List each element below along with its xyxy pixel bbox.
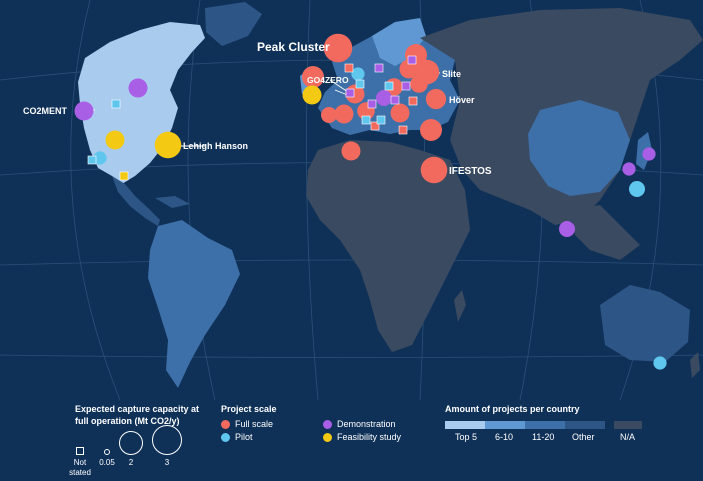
demonstration-swatch <box>323 420 332 429</box>
scale-title: Project scale <box>221 404 277 414</box>
demonstration-marker <box>128 78 148 98</box>
capacity-title-line1: Expected capture capacity at <box>75 404 200 414</box>
swatch-other <box>565 421 605 429</box>
capacity-ring-3 <box>152 425 182 455</box>
pilot-square-marker <box>87 155 97 165</box>
legend: Expected capture capacity at full operat… <box>0 395 703 481</box>
greenland <box>205 2 262 46</box>
africa <box>306 140 470 352</box>
southeast-asia <box>570 205 640 260</box>
pilot-marker <box>653 356 667 370</box>
demonstration-square-marker <box>367 99 377 109</box>
south-america <box>148 220 240 388</box>
demonstration-marker <box>642 147 656 161</box>
capacity-title-line2: full operation (Mt CO2/y) <box>75 416 180 426</box>
full-scale-marker <box>302 66 324 88</box>
full-scale-marker <box>420 156 448 184</box>
not-stated-label-1: Not <box>73 458 87 467</box>
amount-title: Amount of projects per country <box>445 404 580 414</box>
caribbean <box>155 196 190 208</box>
project-markers <box>74 33 667 370</box>
demonstration-square-marker <box>374 63 384 73</box>
feasibility-label: Feasibility study <box>337 432 402 442</box>
pilot-square-marker <box>355 79 365 89</box>
full-scale-marker <box>323 33 353 63</box>
label-ifestos: IFESTOS <box>449 166 492 177</box>
new-zealand <box>690 352 700 378</box>
full-scale-marker <box>321 107 337 123</box>
label-lehigh-hanson: Lehigh Hanson <box>183 141 248 151</box>
full-scale-marker <box>410 75 428 93</box>
demonstration-square-marker <box>407 55 417 65</box>
swatch-na <box>614 421 642 429</box>
full-scale-marker <box>334 104 354 124</box>
capacity-ring-005 <box>104 449 110 455</box>
demonstration-marker <box>559 221 575 237</box>
full-scale-marker <box>420 119 442 141</box>
full-scale-square-marker <box>344 63 354 73</box>
feasibility-marker <box>154 131 182 159</box>
pilot-square-marker <box>361 115 371 125</box>
label-other: Other <box>572 432 595 442</box>
swatch-11-20 <box>525 421 565 429</box>
label-go4zero: GO4ZERO <box>307 75 349 85</box>
full-scale-square-marker <box>398 125 408 135</box>
demonstration-marker <box>74 101 94 121</box>
demonstration-marker <box>622 162 636 176</box>
pilot-swatch <box>221 433 230 442</box>
label-na: N/A <box>620 432 636 442</box>
pilot-marker <box>629 181 645 197</box>
label-6-10: 6-10 <box>495 432 514 442</box>
pilot-square-marker <box>376 115 386 125</box>
landmasses <box>78 2 703 388</box>
map-labels: Peak Cluster GO4ZERO Slite Höver CO2MENT… <box>23 40 492 177</box>
china <box>528 100 630 196</box>
madagascar <box>454 290 466 322</box>
australia <box>600 285 690 362</box>
pilot-square-marker <box>384 81 394 91</box>
capacity-label-2: 2 <box>128 458 134 467</box>
full-scale-marker <box>390 103 410 123</box>
capacity-label-3: 3 <box>164 458 170 467</box>
not-stated-square <box>76 447 84 455</box>
pilot-marker <box>93 151 107 165</box>
capacity-label-005: 0.05 <box>99 458 115 467</box>
feasibility-marker <box>302 85 322 105</box>
full-scale-label: Full scale <box>235 419 274 429</box>
demonstration-marker <box>376 90 392 106</box>
pilot-label: Pilot <box>235 432 253 442</box>
feasibility-square-marker <box>119 171 129 181</box>
label-slite: Slite <box>442 69 461 79</box>
pilot-marker <box>351 67 365 81</box>
full-scale-marker <box>425 88 447 110</box>
not-stated-label-2: stated <box>69 468 91 477</box>
demonstration-square-marker <box>345 88 355 98</box>
demonstration-label: Demonstration <box>337 419 396 429</box>
capacity-ring-2 <box>119 431 143 455</box>
swatch-6-10 <box>485 421 525 429</box>
full-scale-marker <box>341 141 361 161</box>
demonstration-square-marker <box>390 95 400 105</box>
label-top5: Top 5 <box>455 432 478 442</box>
swatch-top5 <box>445 421 485 429</box>
central-america <box>112 176 160 226</box>
demonstration-square-marker <box>401 81 411 91</box>
label-co2ment: CO2MENT <box>23 106 68 116</box>
label-hover: Höver <box>449 95 475 105</box>
feasibility-swatch <box>323 433 332 442</box>
full-scale-square-marker <box>408 96 418 106</box>
label-11-20: 11-20 <box>532 432 555 442</box>
pilot-square-marker <box>111 99 121 109</box>
full-scale-square-marker <box>370 121 380 131</box>
feasibility-marker <box>105 130 125 150</box>
label-peak-cluster: Peak Cluster <box>257 40 330 54</box>
full-scale-swatch <box>221 420 230 429</box>
